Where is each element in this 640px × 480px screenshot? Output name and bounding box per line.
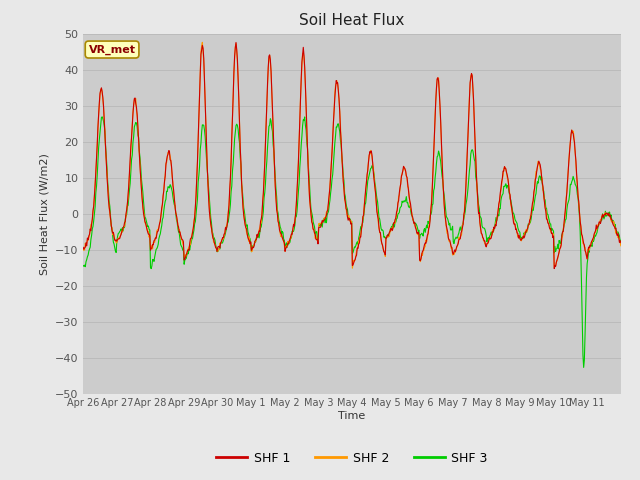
SHF 3 xyxy=(269,128,276,134)
SHF 2 xyxy=(143,224,150,230)
SHF 2 xyxy=(289,228,296,234)
Line: SHF 3: SHF 3 xyxy=(83,117,621,367)
Line: SHF 2: SHF 2 xyxy=(83,42,621,268)
SHF 3 xyxy=(580,364,588,370)
Line: SHF 1: SHF 1 xyxy=(83,42,621,269)
SHF 2 xyxy=(269,108,276,113)
Y-axis label: Soil Heat Flux (W/m2): Soil Heat Flux (W/m2) xyxy=(39,153,49,275)
Text: VR_met: VR_met xyxy=(88,44,136,55)
SHF 1 xyxy=(232,39,240,45)
Legend: SHF 1, SHF 2, SHF 3: SHF 1, SHF 2, SHF 3 xyxy=(211,447,493,469)
SHF 1 xyxy=(408,213,416,218)
SHF 3 xyxy=(242,221,250,227)
SHF 1 xyxy=(550,266,558,272)
X-axis label: Time: Time xyxy=(339,411,365,421)
SHF 1 xyxy=(143,223,150,228)
SHF 2 xyxy=(242,226,250,231)
SHF 2 xyxy=(198,39,206,45)
SHF 3 xyxy=(79,263,87,268)
SHF 2 xyxy=(617,243,625,249)
SHF 1 xyxy=(269,104,276,110)
SHF 1 xyxy=(289,227,296,233)
SHF 3 xyxy=(617,238,625,243)
SHF 2 xyxy=(439,174,447,180)
SHF 2 xyxy=(79,247,87,253)
SHF 1 xyxy=(617,240,625,246)
Title: Soil Heat Flux: Soil Heat Flux xyxy=(300,13,404,28)
SHF 1 xyxy=(242,225,250,230)
SHF 1 xyxy=(79,244,87,250)
SHF 3 xyxy=(289,228,296,233)
SHF 3 xyxy=(99,114,106,120)
SHF 2 xyxy=(409,216,417,222)
SHF 3 xyxy=(143,220,151,226)
SHF 3 xyxy=(408,212,416,218)
SHF 3 xyxy=(438,173,446,179)
SHF 2 xyxy=(349,265,356,271)
SHF 1 xyxy=(438,157,446,163)
